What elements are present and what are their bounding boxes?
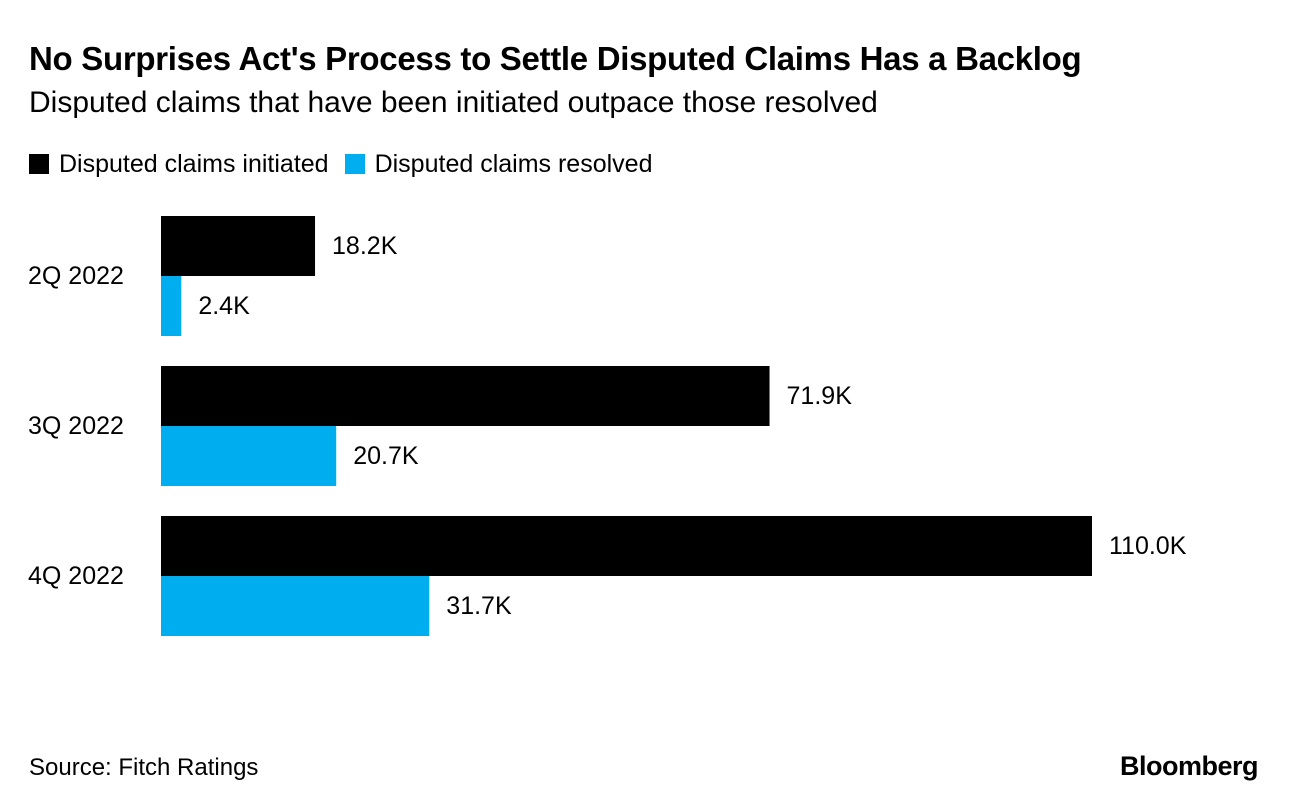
- chart-subtitle: Disputed claims that have been initiated…: [29, 86, 878, 119]
- value-label-initiated-3q-2022: 71.9K: [787, 382, 853, 410]
- category-label-2q-2022: 2Q 2022: [28, 262, 124, 290]
- bar-initiated-4q-2022: [161, 516, 1092, 576]
- chart-legend: Disputed claims initiated Disputed claim…: [29, 148, 668, 180]
- chart-title: No Surprises Act's Process to Settle Dis…: [29, 40, 1082, 77]
- category-label-4q-2022: 4Q 2022: [28, 562, 124, 590]
- value-label-initiated-2q-2022: 18.2K: [332, 232, 398, 260]
- value-label-resolved-2q-2022: 2.4K: [198, 292, 250, 320]
- bar-resolved-2q-2022: [161, 276, 182, 336]
- legend-item-initiated: Disputed claims initiated: [29, 150, 329, 179]
- bar-initiated-2q-2022: [161, 216, 316, 276]
- legend-item-resolved: Disputed claims resolved: [344, 149, 653, 179]
- bar-resolved-4q-2022: [161, 576, 430, 636]
- source-note: Source: Fitch Ratings: [29, 754, 259, 781]
- bloomberg-logo: Bloomberg: [1119, 751, 1259, 781]
- bar-resolved-3q-2022: [161, 426, 337, 486]
- category-label-3q-2022: 3Q 2022: [28, 412, 124, 440]
- bar-initiated-3q-2022: [161, 366, 770, 426]
- legend-label-initiated: Disputed claims initiated: [59, 149, 329, 178]
- legend-swatch-resolved: [344, 154, 365, 174]
- value-label-resolved-4q-2022: 31.7K: [446, 592, 512, 620]
- legend-label-resolved: Disputed claims resolved: [374, 149, 653, 178]
- legend-swatch-initiated: [29, 154, 49, 174]
- value-label-initiated-4q-2022: 110.0K: [1109, 532, 1187, 560]
- value-label-resolved-3q-2022: 20.7K: [353, 442, 419, 470]
